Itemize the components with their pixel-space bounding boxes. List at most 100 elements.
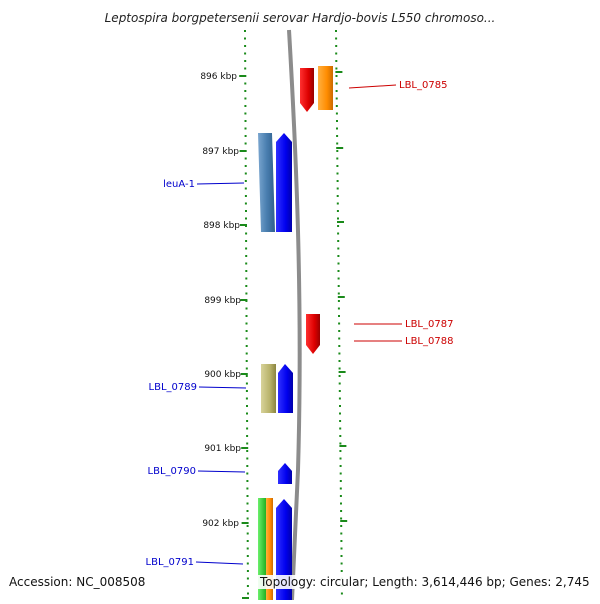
tick-dot bbox=[335, 37, 338, 40]
tick-dot bbox=[339, 442, 342, 445]
tick-dot bbox=[245, 255, 248, 257]
tick-dot bbox=[339, 495, 342, 497]
tick-dot bbox=[245, 345, 248, 347]
tick-dot bbox=[244, 135, 247, 137]
tick-dot bbox=[340, 540, 343, 542]
tick-dot bbox=[335, 52, 338, 55]
leader-line bbox=[195, 561, 244, 565]
tick-dot bbox=[335, 82, 338, 85]
tick-dot bbox=[339, 420, 342, 422]
tick-dot bbox=[335, 67, 338, 70]
tick-dot bbox=[340, 532, 343, 535]
tick-dot bbox=[335, 112, 338, 115]
gene-label-LBL_0791[interactable]: LBL_0791 bbox=[146, 557, 194, 568]
map-title: Leptospira borgpetersenii serovar Hardjo… bbox=[105, 11, 496, 25]
tick-dot bbox=[336, 195, 339, 197]
tick-dot bbox=[338, 315, 340, 317]
gene-LBL_0791[interactable] bbox=[258, 498, 266, 600]
tick-dot bbox=[339, 405, 341, 407]
tick-dot bbox=[245, 315, 248, 317]
tick-dot bbox=[336, 135, 339, 137]
tick-dot bbox=[246, 480, 249, 482]
gene-label-LBL_0790[interactable]: LBL_0790 bbox=[148, 466, 196, 477]
tick-dot bbox=[246, 547, 249, 550]
tick-dot bbox=[246, 495, 249, 497]
gene-leuA-1[interactable] bbox=[258, 133, 275, 232]
gene-label-LBL_0788[interactable]: LBL_0788 bbox=[405, 336, 453, 347]
tick-dot bbox=[244, 67, 247, 70]
tick-dot bbox=[335, 75, 338, 77]
tick-dot bbox=[338, 397, 341, 400]
tick-dot bbox=[336, 210, 339, 212]
tick-dot bbox=[338, 382, 341, 385]
tick-dot bbox=[340, 510, 343, 512]
tick-dot bbox=[335, 90, 338, 92]
gene-label-LBL_0785[interactable]: LBL_0785 bbox=[399, 80, 447, 91]
tick-dot bbox=[246, 427, 249, 430]
gene-LBL_0785[interactable] bbox=[300, 68, 314, 112]
tick-dot bbox=[335, 45, 338, 47]
tick-dot bbox=[244, 97, 247, 100]
tick-major bbox=[335, 71, 343, 73]
tick-dot bbox=[246, 510, 249, 512]
tick-dot bbox=[244, 195, 247, 197]
leader-line bbox=[197, 470, 246, 473]
tick-dot bbox=[245, 285, 248, 287]
tick-dot bbox=[245, 375, 248, 377]
tick-dot bbox=[336, 142, 339, 145]
tick-dot bbox=[244, 157, 247, 160]
tick-dot bbox=[244, 180, 247, 182]
kbp-label: 896 kbp bbox=[200, 72, 237, 82]
gene-LBL_0790[interactable] bbox=[278, 463, 292, 484]
tick-dot bbox=[245, 270, 248, 272]
gene-blue-2[interactable] bbox=[278, 364, 293, 413]
gene-LBL_0787[interactable] bbox=[306, 314, 320, 354]
gene-LBL_0789[interactable] bbox=[261, 364, 276, 413]
tick-dot bbox=[337, 232, 340, 235]
tick-dot bbox=[245, 382, 248, 385]
tick-dot bbox=[246, 562, 249, 565]
tick-marks bbox=[239, 30, 348, 599]
tick-major bbox=[340, 520, 348, 522]
label-leaders bbox=[195, 84, 402, 565]
tick-dot bbox=[335, 30, 337, 32]
gene-label-LBL_0787[interactable]: LBL_0787 bbox=[405, 319, 453, 330]
kbp-label: 899 kbp bbox=[204, 296, 241, 306]
tick-major bbox=[336, 147, 344, 149]
tick-major bbox=[239, 150, 247, 152]
gene-features bbox=[258, 66, 333, 600]
gene-orange[interactable] bbox=[318, 66, 333, 110]
tick-dot bbox=[246, 585, 249, 587]
kbp-label: 897 kbp bbox=[202, 147, 239, 157]
kbp-scale: 896 kbp 897 kbp 898 kbp 899 kbp 900 kbp … bbox=[200, 72, 241, 529]
tick-dot bbox=[244, 60, 247, 62]
gene-orange-2[interactable] bbox=[266, 498, 273, 600]
tick-dot bbox=[244, 90, 247, 92]
gene-blue-3[interactable] bbox=[276, 499, 292, 600]
tick-dot bbox=[336, 150, 339, 152]
kbp-label: 900 kbp bbox=[204, 370, 241, 380]
tick-dot bbox=[245, 390, 248, 392]
tick-dot bbox=[340, 562, 343, 565]
gene-label-leuA-1[interactable]: leuA-1 bbox=[163, 179, 195, 190]
tick-major bbox=[337, 296, 345, 298]
tick-dot bbox=[246, 450, 249, 452]
tick-dot bbox=[339, 457, 342, 460]
tick-dot bbox=[339, 480, 342, 482]
tick-dot bbox=[246, 457, 249, 460]
gene-blue-1[interactable] bbox=[276, 133, 292, 232]
tick-dot bbox=[337, 247, 340, 250]
tick-dot bbox=[246, 532, 249, 535]
gene-label-LBL_0789[interactable]: LBL_0789 bbox=[149, 382, 197, 393]
tick-dot bbox=[244, 45, 247, 47]
topology-summary: Topology: circular; Length: 3,614,446 bp… bbox=[258, 575, 592, 589]
accession-text: Accession: NC_008508 bbox=[9, 575, 146, 589]
tick-dot bbox=[244, 37, 246, 40]
tick-dot bbox=[244, 120, 247, 122]
tick-dot bbox=[336, 157, 339, 160]
leader-line bbox=[196, 182, 245, 185]
tick-dot bbox=[246, 570, 249, 572]
tick-dot bbox=[244, 127, 247, 130]
tick-dot bbox=[245, 307, 248, 310]
